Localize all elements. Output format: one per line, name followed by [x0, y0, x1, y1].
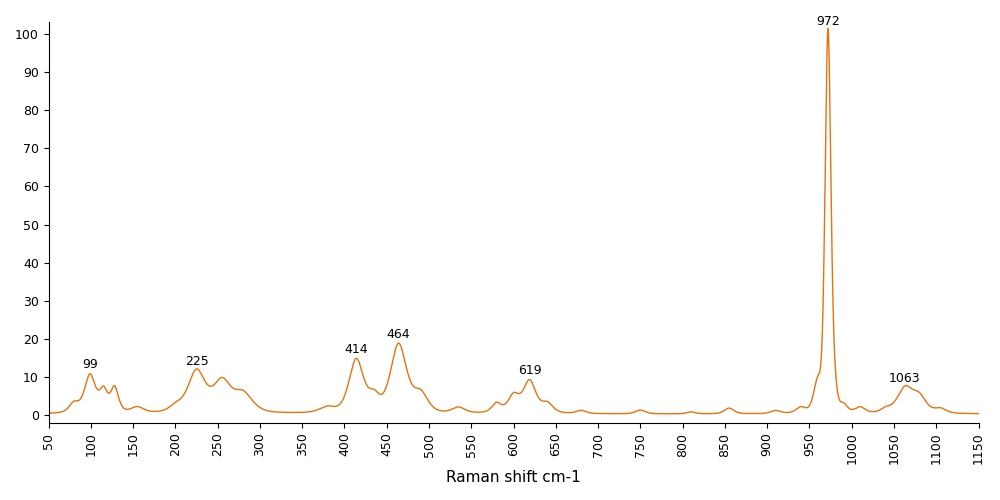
Text: 99: 99: [82, 358, 98, 372]
Text: 464: 464: [387, 328, 410, 341]
Text: 972: 972: [816, 15, 840, 28]
Text: 225: 225: [185, 354, 208, 368]
Text: 1063: 1063: [889, 372, 921, 384]
X-axis label: Raman shift cm-1: Raman shift cm-1: [446, 470, 581, 485]
Text: 414: 414: [344, 343, 368, 356]
Text: 619: 619: [518, 364, 541, 377]
